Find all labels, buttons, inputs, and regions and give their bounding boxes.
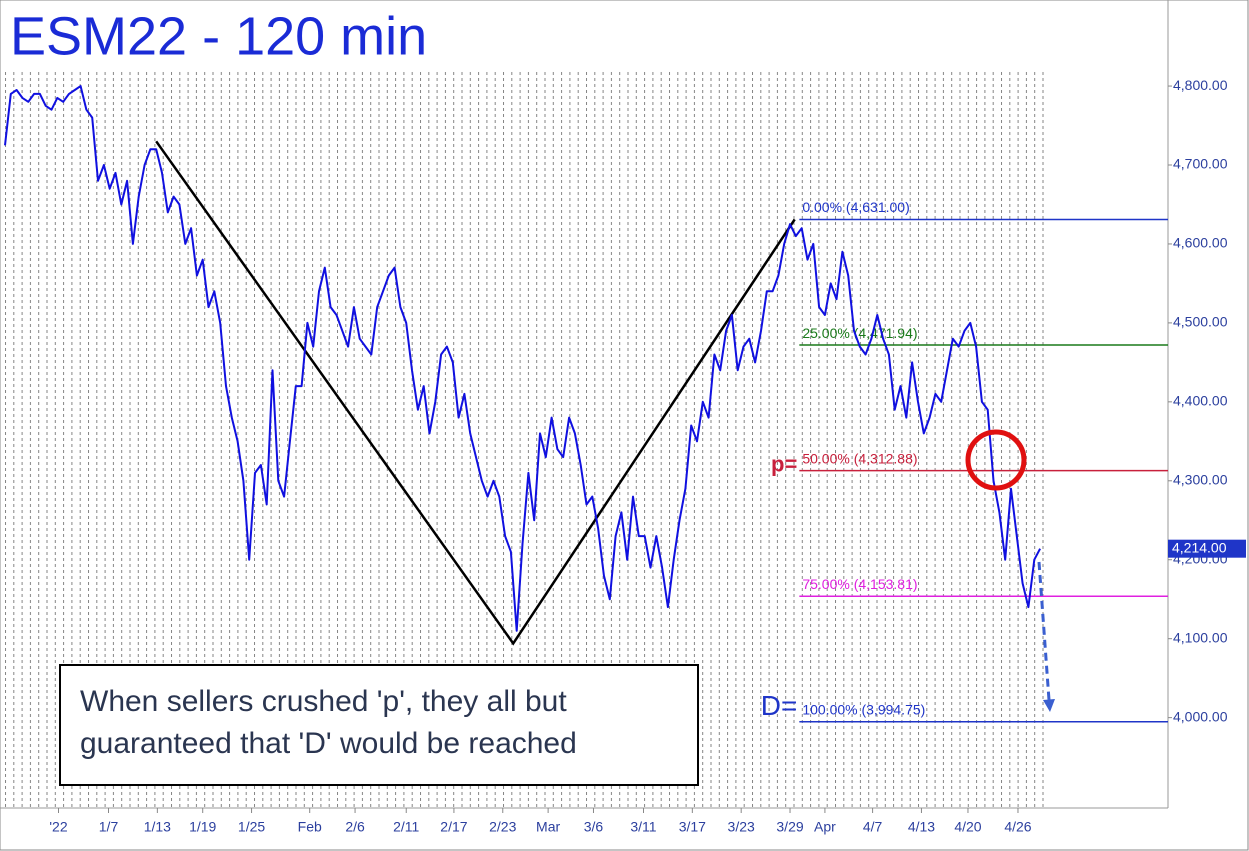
level-label: 0.00% (4,631.00) [802,199,909,215]
x-tick-label: 3/17 [679,819,706,835]
y-tick-label: 4,600.00 [1173,235,1228,251]
y-tick-label: 4,400.00 [1173,393,1228,409]
x-tick-label: 4/13 [908,819,935,835]
y-tick-label: 4,300.00 [1173,471,1228,487]
level-prefix: D= [761,690,798,721]
x-tick-label: 4/7 [863,819,883,835]
x-tick-label: 4/26 [1004,819,1031,835]
y-tick-label: 4,100.00 [1173,629,1228,645]
projection-arrow [1037,561,1051,701]
x-tick-label: 2/11 [393,819,419,835]
x-tick-label: 4/20 [954,819,981,835]
y-tick-label: 4,500.00 [1173,314,1228,330]
x-tick-label: 1/13 [144,819,171,835]
abcd-pattern [155,140,796,646]
x-tick-label: '22 [49,819,67,835]
level-label: 25.00% (4,471.94) [802,325,917,341]
level-label: 75.00% (4,153.81) [802,576,917,592]
level-label: 100.00% (3,994.75) [802,701,925,717]
x-tick-label: 1/25 [238,819,265,835]
annotation-text: When sellers crushed 'p', they all but [80,685,567,718]
x-tick-label: 2/23 [489,819,516,835]
y-tick-label: 4,000.00 [1173,708,1228,724]
x-tick-label: 2/6 [345,819,365,835]
annotation-box [59,664,699,786]
last-price-box [1168,539,1246,558]
x-tick-label: 3/6 [584,819,604,835]
x-tick-label: Mar [536,819,560,835]
chart-title: ESM22 - 120 min [10,6,427,66]
arrow-head [1043,699,1055,712]
level-label: 50.00% (4,312.88) [802,450,917,466]
last-price-label: 4,214.00 [1172,539,1227,555]
price-line [4,85,1041,632]
x-tick-label: 2/17 [440,819,467,835]
x-tick-label: 3/11 [630,819,656,835]
annotation-text: guaranteed that 'D' would be reached [80,727,577,760]
x-tick-label: Apr [814,819,836,835]
highlight-circle [965,429,1027,491]
x-tick-label: 1/19 [189,819,216,835]
y-tick-label: 4,800.00 [1173,77,1228,93]
x-tick-label: Feb [298,819,322,835]
x-tick-label: 3/29 [776,819,803,835]
x-tick-label: 3/23 [728,819,755,835]
level-prefix: p= [771,451,797,476]
y-tick-label: 4,700.00 [1173,156,1228,172]
x-tick-label: 1/7 [99,819,119,835]
